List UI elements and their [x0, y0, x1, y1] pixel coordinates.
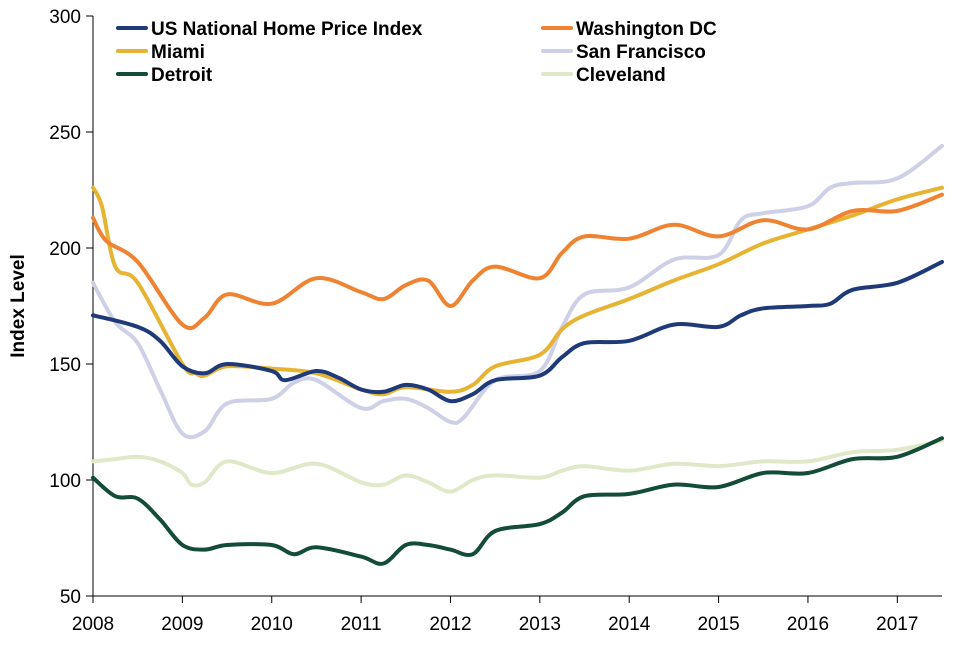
- series-line-san-francisco: [91, 143, 944, 440]
- series-lines: [91, 143, 944, 566]
- x-tick-label: 2013: [519, 614, 561, 635]
- x-tick-label: 2016: [787, 614, 829, 635]
- y-tick-label: 150: [49, 355, 81, 376]
- legend-label: Washington DC: [576, 19, 717, 40]
- x-tick-label: 2015: [697, 614, 739, 635]
- x-axis-ticks: 2008 2009 2010 2011 2012 2013 2014 2015 2016 2017: [72, 596, 918, 635]
- x-tick-label: 2011: [341, 614, 382, 635]
- series-line-miami: [91, 185, 944, 397]
- y-axis-title: Index Level: [8, 254, 29, 358]
- legend-item-cleveland: Cleveland: [541, 65, 666, 86]
- x-tick-label: 2010: [251, 614, 293, 635]
- x-tick-label: 2009: [161, 614, 203, 635]
- legend-label: Miami: [151, 42, 205, 63]
- legend-item-miami: Miami: [116, 42, 205, 63]
- series-line-cleveland: [91, 438, 944, 494]
- x-tick-label: 2012: [429, 614, 471, 635]
- legend-item-us-national-home-price-index: US National Home Price Index: [116, 19, 423, 40]
- legend-label: Cleveland: [576, 65, 666, 86]
- y-tick-label: 100: [49, 471, 81, 492]
- legend-label: San Francisco: [576, 42, 706, 63]
- legend: US National Home Price Index Washington D…: [116, 19, 717, 86]
- series-line-us-national-home-price-index: [91, 259, 944, 404]
- x-tick-label: 2008: [72, 614, 114, 635]
- legend-label: US National Home Price Index: [151, 19, 423, 40]
- y-tick-label: 200: [49, 239, 81, 260]
- y-tick-label: 300: [49, 7, 81, 28]
- series-line-detroit: [91, 436, 944, 566]
- y-tick-label: 250: [49, 123, 81, 144]
- legend-item-san-francisco: San Francisco: [541, 42, 706, 63]
- series-line-washington-dc: [91, 192, 944, 331]
- legend-item-detroit: Detroit: [116, 65, 213, 86]
- y-axis-ticks: 50 100 150 200 250 300: [49, 7, 93, 608]
- legend-label: Detroit: [151, 65, 213, 86]
- x-tick-label: 2014: [608, 614, 651, 635]
- x-tick-label: 2017: [876, 614, 918, 635]
- y-tick-label: 50: [60, 587, 81, 608]
- legend-item-washington-dc: Washington DC: [541, 19, 717, 40]
